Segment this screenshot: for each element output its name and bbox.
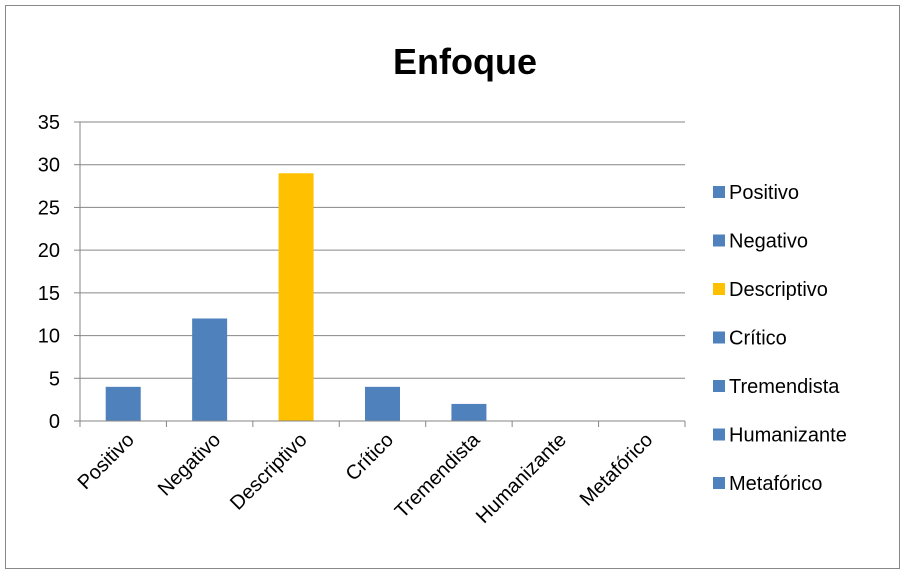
legend-label: Descriptivo bbox=[729, 279, 828, 301]
legend-label: Crítico bbox=[729, 328, 787, 350]
y-tick-label: 30 bbox=[38, 155, 60, 177]
y-tick-label: 0 bbox=[49, 411, 60, 433]
legend-swatch bbox=[713, 283, 725, 295]
bar-negativo bbox=[192, 318, 228, 421]
y-tick-label: 20 bbox=[38, 240, 60, 262]
bar-descriptivo bbox=[278, 173, 314, 421]
legend: Positivo Negativo Descriptivo Crítico Tremen… bbox=[713, 182, 847, 495]
legend-label: Negativo bbox=[729, 231, 808, 253]
bar-crítico bbox=[365, 386, 400, 421]
y-axis-tick-labels: 0 5 10 15 20 25 30 35 bbox=[38, 112, 60, 433]
y-tick-label: 25 bbox=[38, 197, 60, 219]
legend-item: Metafórico bbox=[713, 473, 822, 495]
y-tick-label: 5 bbox=[49, 368, 60, 390]
legend-label: Positivo bbox=[729, 182, 799, 204]
y-tick-label: 15 bbox=[38, 283, 60, 305]
legend-swatch bbox=[713, 186, 725, 198]
legend-item: Crítico bbox=[713, 328, 787, 350]
legend-swatch bbox=[713, 477, 725, 489]
bar-tremendista bbox=[451, 403, 487, 421]
legend-swatch bbox=[713, 234, 725, 247]
bars bbox=[105, 173, 487, 421]
gridlines bbox=[74, 121, 685, 422]
legend-item: Negativo bbox=[713, 231, 808, 253]
legend-label: Tremendista bbox=[729, 376, 840, 398]
chart-title: Enfoque bbox=[393, 41, 537, 82]
bar-positivo bbox=[105, 386, 141, 421]
chart-border bbox=[5, 5, 900, 569]
y-tick-label: 10 bbox=[38, 326, 60, 348]
legend-item: Positivo bbox=[713, 182, 799, 204]
legend-item: Descriptivo bbox=[713, 279, 828, 301]
legend-swatch bbox=[713, 380, 725, 392]
legend-item: Tremendista bbox=[713, 376, 840, 398]
legend-label: Humanizante bbox=[729, 425, 847, 447]
legend-swatch bbox=[713, 428, 725, 441]
legend-item: Humanizante bbox=[713, 425, 847, 447]
legend-swatch bbox=[713, 331, 725, 344]
y-tick-label: 35 bbox=[38, 112, 60, 134]
x-axis bbox=[79, 122, 686, 427]
legend-label: Metafórico bbox=[729, 473, 822, 495]
